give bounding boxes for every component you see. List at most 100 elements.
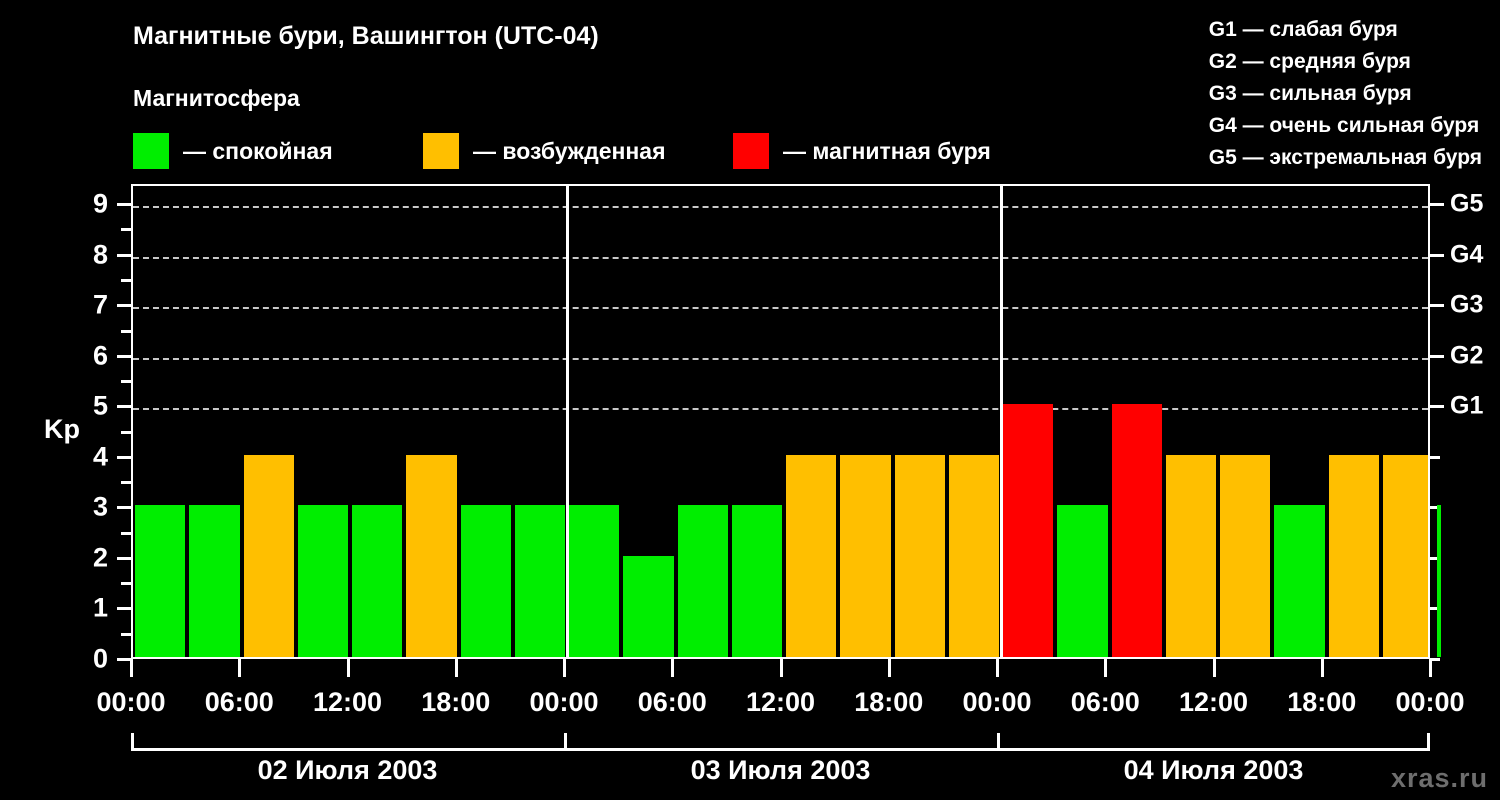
x-tick-label-2: 12:00 bbox=[312, 687, 383, 717]
x-tick-mark-8 bbox=[996, 659, 999, 677]
bar-03/12-15 bbox=[786, 454, 837, 657]
bar-02/09-12 bbox=[297, 505, 348, 657]
y-tick-minor bbox=[121, 430, 131, 434]
y-tick-label-4: 4 bbox=[92, 441, 108, 472]
legend-swatch-quiet bbox=[133, 133, 169, 169]
y-tick-minor bbox=[121, 329, 131, 333]
g-tick-minor bbox=[1430, 556, 1440, 560]
day-label-2: 03 Июля 2003 bbox=[690, 755, 871, 785]
g-tick-label-G5: G5 bbox=[1450, 189, 1484, 218]
bar-04/03-06 bbox=[1057, 505, 1108, 657]
y-tick-label-7: 7 bbox=[92, 289, 108, 320]
y-tick-minor bbox=[121, 228, 131, 232]
x-tick-label-12: 00:00 bbox=[1395, 687, 1465, 717]
legend-label-quiet: — спокойная bbox=[183, 137, 333, 164]
g-tick-mark-G4 bbox=[1430, 253, 1444, 257]
legend-swatch-unsettled bbox=[423, 133, 459, 169]
x-tick-mark-4 bbox=[563, 659, 566, 677]
y-tick-label-3: 3 bbox=[92, 491, 108, 522]
bar-04/06-09 bbox=[1111, 404, 1162, 657]
bar-02/12-15 bbox=[352, 505, 403, 657]
page-title: Магнитные бури, Вашингтон (UTC-04) bbox=[133, 22, 599, 50]
x-tick-label-0: 00:00 bbox=[96, 687, 166, 717]
x-tick-label-9: 06:00 bbox=[1070, 687, 1140, 717]
x-tick-mark-1 bbox=[238, 659, 242, 677]
gridline-kp-7 bbox=[133, 307, 1428, 310]
x-tick-label-11: 18:00 bbox=[1287, 687, 1357, 717]
day-bracket-tick-0 bbox=[131, 733, 134, 751]
gridline-kp-5 bbox=[133, 408, 1428, 411]
g-tick-label-G4: G4 bbox=[1450, 240, 1484, 269]
y-tick-label-9: 9 bbox=[92, 188, 108, 219]
bar-04/21-24 bbox=[1382, 454, 1428, 657]
g-tick-label-G1: G1 bbox=[1450, 391, 1484, 420]
g-tick-mark-G2 bbox=[1430, 354, 1444, 358]
g-tick-mark-G5 bbox=[1430, 203, 1444, 207]
magnetosphere-legend-item-quiet: — спокойная bbox=[133, 131, 333, 171]
g-scale-legend: G1 — слабая буря G2 — средняя буря G3 — си… bbox=[1209, 14, 1482, 174]
g-scale-legend-row-g2: G2 — средняя буря bbox=[1208, 50, 1411, 73]
day-separator-1 bbox=[566, 186, 569, 657]
gridline-kp-8 bbox=[133, 256, 1428, 259]
g-tick-minor bbox=[1430, 658, 1440, 661]
x-tick-label-1: 06:00 bbox=[204, 687, 274, 717]
y-tick-label-8: 8 bbox=[92, 239, 108, 270]
g-tick-minor bbox=[1430, 506, 1440, 510]
y-tick-mark-5 bbox=[117, 405, 131, 409]
x-tick-mark-5 bbox=[671, 659, 675, 677]
day-bracket-line bbox=[131, 748, 1430, 751]
gridline-kp-6 bbox=[133, 357, 1428, 360]
bar-03/21-24 bbox=[948, 454, 999, 657]
magnetosphere-legend-item-unsettled: — возбужденная bbox=[423, 131, 666, 171]
gridline-kp-9 bbox=[133, 206, 1428, 209]
g-tick-label-G3: G3 bbox=[1450, 290, 1484, 319]
y-tick-mark-1 bbox=[117, 607, 131, 611]
bar-04/12-15 bbox=[1220, 454, 1271, 657]
x-tick-mark-9 bbox=[1104, 659, 1108, 677]
x-tick-label-4: 00:00 bbox=[529, 687, 599, 717]
day-separator-2 bbox=[1000, 186, 1003, 657]
x-tick-mark-10 bbox=[1212, 659, 1216, 677]
bar-04/00-03 bbox=[1003, 404, 1054, 657]
y-tick-label-1: 1 bbox=[92, 592, 108, 623]
g-tick-mark-G3 bbox=[1430, 304, 1444, 308]
y-tick-label-5: 5 bbox=[92, 390, 108, 421]
y-tick-label-0: 0 bbox=[92, 643, 108, 674]
g-tick-minor bbox=[1430, 607, 1440, 611]
x-tick-label-6: 12:00 bbox=[745, 687, 816, 717]
bar-04/15-18 bbox=[1274, 505, 1325, 657]
bar-02/03-06 bbox=[189, 505, 240, 657]
bar-03/06-09 bbox=[677, 505, 728, 657]
g-scale-legend-row-g4: G4 — очень сильная буря bbox=[1208, 114, 1480, 137]
x-tick-label-8: 00:00 bbox=[962, 687, 1032, 717]
day-label-3: 04 Июля 2003 bbox=[1123, 755, 1304, 785]
y-tick-minor bbox=[121, 279, 131, 282]
y-tick-minor bbox=[121, 632, 131, 636]
bar-04/09-12 bbox=[1165, 454, 1216, 657]
day-bracket-tick-1 bbox=[564, 733, 567, 751]
day-bracket-tick-2 bbox=[997, 733, 1000, 751]
x-tick-mark-0 bbox=[130, 659, 133, 677]
x-tick-mark-7 bbox=[887, 659, 891, 677]
x-tick-mark-6 bbox=[779, 659, 783, 677]
g-scale-legend-row-g5: G5 — экстремальная буря bbox=[1208, 146, 1482, 169]
magnetosphere-legend-title: Магнитосфера bbox=[133, 85, 300, 111]
y-tick-mark-0 bbox=[117, 658, 131, 661]
bar-03/03-06 bbox=[623, 555, 674, 657]
bar-03/00-03 bbox=[569, 505, 620, 657]
day-label-1: 02 Июля 2003 bbox=[257, 755, 438, 785]
y-tick-mark-6 bbox=[117, 354, 131, 358]
x-tick-mark-2 bbox=[346, 659, 350, 677]
y-tick-minor bbox=[121, 582, 131, 586]
bar-02/00-03 bbox=[135, 505, 186, 657]
magnetosphere-legend-item-storm: — магнитная буря bbox=[733, 131, 991, 171]
legend-label-storm: — магнитная буря bbox=[783, 137, 991, 164]
g-tick-minor bbox=[1430, 455, 1440, 459]
g-scale-legend-row-g1: G1 — слабая буря bbox=[1208, 18, 1398, 41]
y-tick-mark-9 bbox=[117, 203, 131, 207]
bar-02/21-24 bbox=[514, 505, 565, 657]
g-tick-label-G2: G2 bbox=[1450, 341, 1484, 370]
g-scale-legend-row-g3: G3 — сильная буря bbox=[1208, 82, 1412, 105]
x-tick-label-5: 06:00 bbox=[637, 687, 707, 717]
